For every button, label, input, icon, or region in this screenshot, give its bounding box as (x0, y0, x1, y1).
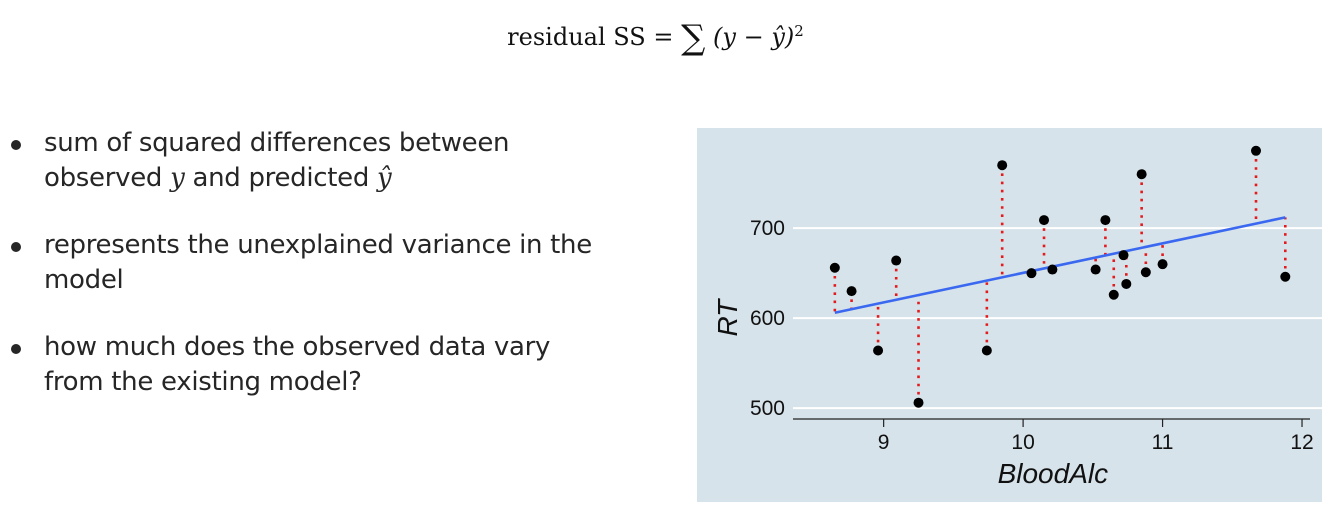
bullet-item-unexplained-variance: represents the unexplained variance in t… (11, 228, 640, 298)
data-point (1280, 271, 1291, 282)
data-point (829, 262, 840, 273)
bullet-list: sum of squared differences between obser… (0, 126, 640, 432)
data-point (891, 255, 902, 266)
chart-svg: 500 600 700 9 10 11 12 BloodAlc RT (697, 128, 1322, 502)
data-point (1157, 259, 1168, 270)
y-tick-label: 700 (750, 217, 785, 240)
sigma-symbol: ∑ (681, 18, 706, 58)
data-point (1121, 278, 1132, 289)
data-point (1100, 215, 1111, 226)
data-point (981, 345, 992, 356)
data-point (1047, 264, 1058, 275)
bullet-3-line-1: how much does the observed data vary (44, 332, 551, 362)
y-axis-title: RT (712, 298, 743, 337)
residual-ss-formula: residual SS = ∑ (y − ŷ)2 (0, 18, 1311, 58)
math-var-yhat: ŷ (377, 163, 392, 193)
regression-line-group (834, 216, 1286, 315)
plot-background (697, 128, 1322, 502)
data-point (1039, 215, 1050, 226)
data-point (913, 397, 924, 408)
x-axis-title: BloodAlc (998, 458, 1109, 489)
bullet-3-line-2: from the existing model? (44, 367, 362, 397)
x-tick-label: 12 (1290, 431, 1313, 454)
bullet-1-text-predicted: and predicted (184, 163, 378, 193)
data-point (846, 286, 857, 297)
formula-exponent: 2 (794, 22, 804, 40)
regression-line (834, 216, 1286, 315)
formula-expression: (y − ŷ) (713, 23, 795, 51)
data-point (1136, 169, 1147, 180)
data-points (829, 145, 1291, 408)
formula-equals: = (653, 23, 674, 51)
x-tick-label: 11 (1152, 431, 1174, 454)
data-point (1026, 268, 1037, 279)
bullet-2-line-1: represents the unexplained variance in t… (44, 230, 592, 260)
bullet-1-line-1: sum of squared differences between (44, 128, 510, 158)
data-point (873, 345, 884, 356)
y-tick-label: 600 (750, 307, 785, 330)
residual-plot: 500 600 700 9 10 11 12 BloodAlc RT (697, 128, 1322, 502)
data-point (1108, 289, 1119, 300)
x-tick-label: 9 (878, 431, 890, 454)
bullet-item-squared-differences: sum of squared differences between obser… (11, 126, 640, 196)
bullet-2-line-2: model (44, 265, 124, 295)
data-point (1090, 264, 1101, 275)
data-point (1118, 250, 1129, 261)
y-tick-label: 500 (750, 397, 785, 420)
axis-labels: 500 600 700 9 10 11 12 BloodAlc RT (712, 217, 1314, 489)
data-point (1140, 267, 1151, 278)
bullet-item-data-vary: how much does the observed data vary fro… (11, 330, 640, 400)
data-point (997, 160, 1008, 171)
formula-lhs: residual SS (507, 23, 646, 51)
math-var-y: y (170, 163, 185, 193)
bullet-1-text-observed: observed (44, 163, 171, 193)
data-point (1251, 145, 1262, 156)
axes (793, 418, 1310, 427)
x-tick-label: 10 (1011, 431, 1034, 454)
